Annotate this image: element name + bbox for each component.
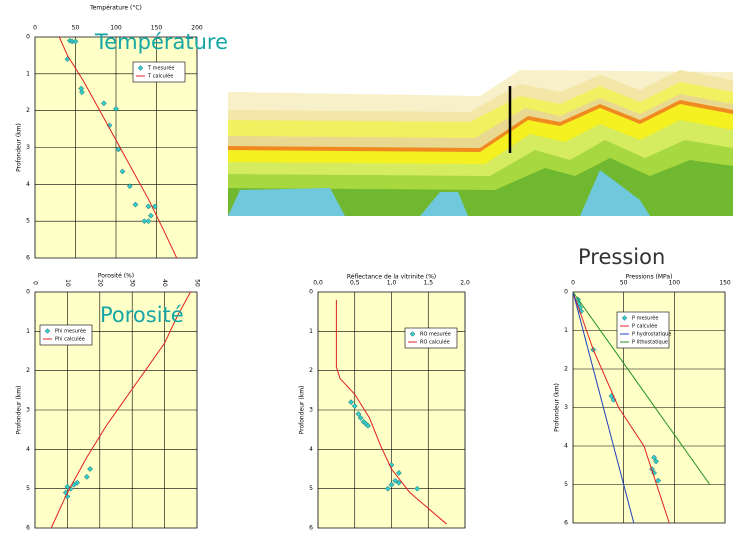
page: Température (°C)Profondeur (km)050100150… bbox=[0, 0, 733, 534]
cross-section bbox=[228, 70, 733, 216]
y-tick-label: 6 bbox=[26, 525, 30, 532]
y-tick-label: 3 bbox=[309, 407, 313, 414]
x-tick-label: 2,0 bbox=[460, 280, 470, 287]
chart-title: Pressions (MPa) bbox=[626, 274, 673, 281]
x-tick-label: 150 bbox=[719, 280, 731, 287]
x-tick-label: 50 bbox=[72, 25, 80, 32]
y-tick-label: 4 bbox=[26, 446, 30, 453]
y-axis-label: Profondeur (km) bbox=[299, 386, 306, 435]
water bbox=[228, 188, 345, 216]
x-tick-label: 0 bbox=[33, 25, 37, 32]
legend-label: RO mesurée bbox=[420, 331, 451, 338]
x-tick-label: 30 bbox=[129, 279, 136, 287]
x-tick-label: 0,5 bbox=[350, 280, 360, 287]
y-tick-label: 1 bbox=[26, 70, 30, 77]
x-tick-label: 100 bbox=[669, 280, 681, 287]
chart-title: Température (°C) bbox=[89, 5, 142, 12]
legend-label: Phi calculée bbox=[55, 336, 85, 343]
y-tick-label: 5 bbox=[26, 218, 30, 225]
chart: Pressions (MPa) Profondeur (km) 0 50 100 150 0… bbox=[554, 245, 731, 527]
y-tick-label: 6 bbox=[26, 255, 30, 262]
legend-label: P calculée bbox=[632, 323, 657, 330]
x-tick-label: 50 bbox=[620, 280, 628, 287]
annotation: Température bbox=[94, 30, 228, 54]
y-axis-label: Profondeur (km) bbox=[554, 383, 561, 432]
legend-label: RO calculée bbox=[420, 339, 450, 346]
x-tick-label: 0 bbox=[32, 281, 39, 285]
y-tick-label: 1 bbox=[26, 328, 30, 335]
y-tick-label: 5 bbox=[309, 485, 313, 492]
y-tick-label: 4 bbox=[309, 446, 313, 453]
y-tick-label: 0 bbox=[309, 289, 313, 296]
legend-label: T calculée bbox=[147, 73, 173, 80]
y-tick-label: 4 bbox=[564, 443, 568, 450]
y-tick-label: 2 bbox=[26, 107, 30, 114]
y-tick-label: 4 bbox=[26, 181, 30, 188]
annotation: Pression bbox=[578, 245, 665, 269]
y-tick-label: 3 bbox=[26, 407, 30, 414]
y-tick-label: 2 bbox=[564, 366, 568, 373]
annotation: Porosité bbox=[100, 303, 184, 327]
y-tick-label: 1 bbox=[309, 328, 313, 335]
x-tick-label: 50 bbox=[194, 279, 201, 287]
y-tick-label: 0 bbox=[564, 289, 568, 296]
y-tick-label: 3 bbox=[564, 404, 568, 411]
x-tick-label: 0,0 bbox=[313, 280, 323, 287]
y-axis-label: Profondeur (km) bbox=[16, 386, 23, 435]
legend-label: P lithostatique bbox=[632, 340, 668, 346]
x-tick-label: 1,0 bbox=[387, 280, 397, 287]
y-tick-label: 1 bbox=[564, 327, 568, 334]
legend-label: Phi mesurée bbox=[55, 328, 86, 335]
y-tick-label: 2 bbox=[309, 367, 313, 374]
x-tick-label: 40 bbox=[161, 279, 168, 287]
x-tick-label: 10 bbox=[64, 279, 71, 287]
x-tick-label: 20 bbox=[96, 279, 103, 287]
legend-label: T mesurée bbox=[147, 65, 174, 72]
y-tick-label: 2 bbox=[26, 367, 30, 374]
y-tick-label: 5 bbox=[564, 481, 568, 488]
y-axis-label: Profondeur (km) bbox=[16, 123, 23, 172]
legend-label: P hydrostatique bbox=[632, 332, 671, 338]
x-tick-label: 1,5 bbox=[423, 280, 433, 287]
chart: Réflectance de la vitrinite (%)Profondeu… bbox=[299, 274, 470, 532]
x-tick-label: 0 bbox=[571, 280, 575, 287]
y-tick-label: 0 bbox=[26, 289, 30, 296]
y-tick-label: 3 bbox=[26, 144, 30, 151]
y-tick-label: 0 bbox=[26, 34, 30, 41]
y-tick-label: 6 bbox=[309, 525, 313, 532]
y-tick-label: 6 bbox=[564, 520, 568, 527]
y-tick-label: 5 bbox=[26, 485, 30, 492]
legend-label: P mesurée bbox=[632, 315, 658, 322]
